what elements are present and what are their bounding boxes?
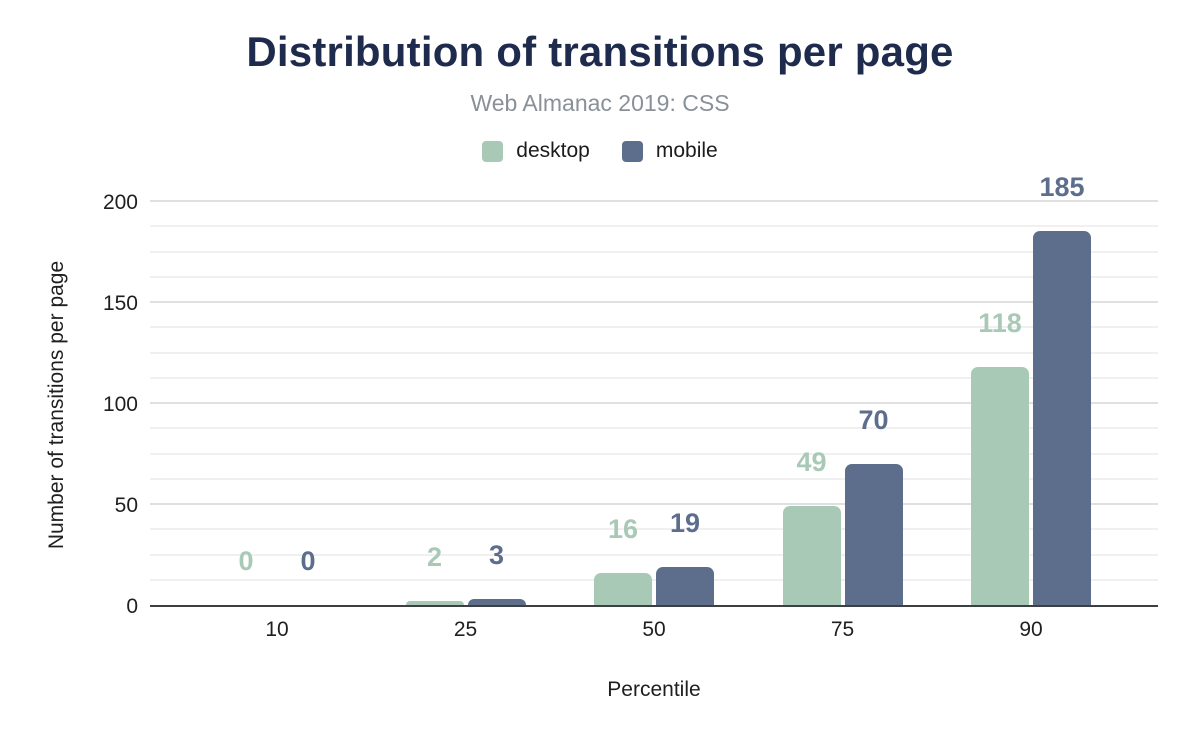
minor-gridline bbox=[150, 477, 1158, 480]
y-tick-label: 150 bbox=[102, 292, 138, 315]
major-gridline bbox=[150, 503, 1158, 505]
major-gridline bbox=[150, 200, 1158, 202]
legend-swatch-desktop bbox=[482, 140, 504, 162]
bar-value-label-mobile-p10: 0 bbox=[300, 546, 316, 576]
bar-desktop-p75 bbox=[782, 506, 841, 605]
bar-mobile-p90 bbox=[1033, 231, 1091, 605]
y-tick-label: 0 bbox=[126, 595, 138, 618]
legend-label: desktop bbox=[516, 139, 590, 162]
chart-subtitle: Web Almanac 2019: CSS bbox=[470, 90, 730, 116]
legend-item-desktop: desktop bbox=[482, 139, 590, 163]
bar-value-label-desktop-p90: 118 bbox=[978, 307, 1022, 338]
major-gridline bbox=[150, 301, 1158, 303]
x-tick-label: 25 bbox=[453, 618, 478, 641]
bar-mobile-p50 bbox=[656, 566, 714, 605]
bar-value-label-mobile-p75: 70 bbox=[858, 404, 889, 435]
bar-value-label-desktop-p25: 2 bbox=[426, 541, 443, 572]
plot-area: 0 2 16 49 118 0 3 19 70 185 bbox=[150, 174, 1158, 607]
minor-gridline bbox=[150, 275, 1158, 278]
bar-value-label-mobile-p25: 3 bbox=[488, 539, 505, 570]
x-tick-label: 10 bbox=[265, 618, 289, 641]
legend-swatch-mobile bbox=[621, 140, 643, 162]
minor-gridline bbox=[150, 553, 1158, 556]
bar-value-label-mobile-p90: 185 bbox=[1039, 172, 1085, 203]
minor-gridline bbox=[150, 376, 1158, 379]
bar-value-label-mobile-p50: 19 bbox=[669, 507, 701, 538]
bar-desktop-p50 bbox=[594, 572, 652, 605]
x-tick-label: 90 bbox=[1019, 618, 1043, 641]
minor-gridline bbox=[150, 427, 1158, 430]
x-axis-title: Percentile bbox=[607, 678, 701, 701]
y-tick-label: 200 bbox=[102, 191, 138, 214]
minor-gridline bbox=[150, 225, 1158, 228]
x-tick-label: 75 bbox=[830, 618, 855, 641]
major-gridline bbox=[150, 402, 1158, 404]
legend-label: mobile bbox=[655, 139, 718, 162]
chart-title: Distribution of transitions per page bbox=[246, 28, 954, 75]
minor-gridline bbox=[150, 326, 1158, 329]
bar-desktop-p90 bbox=[971, 366, 1029, 605]
minor-gridline bbox=[150, 528, 1158, 531]
chart-legend: desktop mobile bbox=[0, 139, 1200, 163]
bar-value-label-desktop-p50: 16 bbox=[607, 513, 639, 544]
minor-gridline bbox=[150, 578, 1158, 581]
minor-gridline bbox=[150, 452, 1158, 455]
bar-value-label-desktop-p75: 49 bbox=[796, 447, 827, 478]
y-tick-label: 100 bbox=[102, 393, 138, 416]
bar-mobile-p75 bbox=[844, 463, 903, 605]
minor-gridline bbox=[150, 250, 1158, 253]
x-tick-label: 50 bbox=[642, 618, 666, 641]
legend-item-mobile: mobile bbox=[621, 139, 718, 163]
y-tick-label: 50 bbox=[114, 494, 138, 517]
minor-gridline bbox=[150, 351, 1158, 354]
bar-value-label-desktop-p10: 0 bbox=[238, 546, 254, 576]
bar-mobile-p25 bbox=[467, 598, 526, 605]
bar-desktop-p25 bbox=[405, 600, 464, 605]
